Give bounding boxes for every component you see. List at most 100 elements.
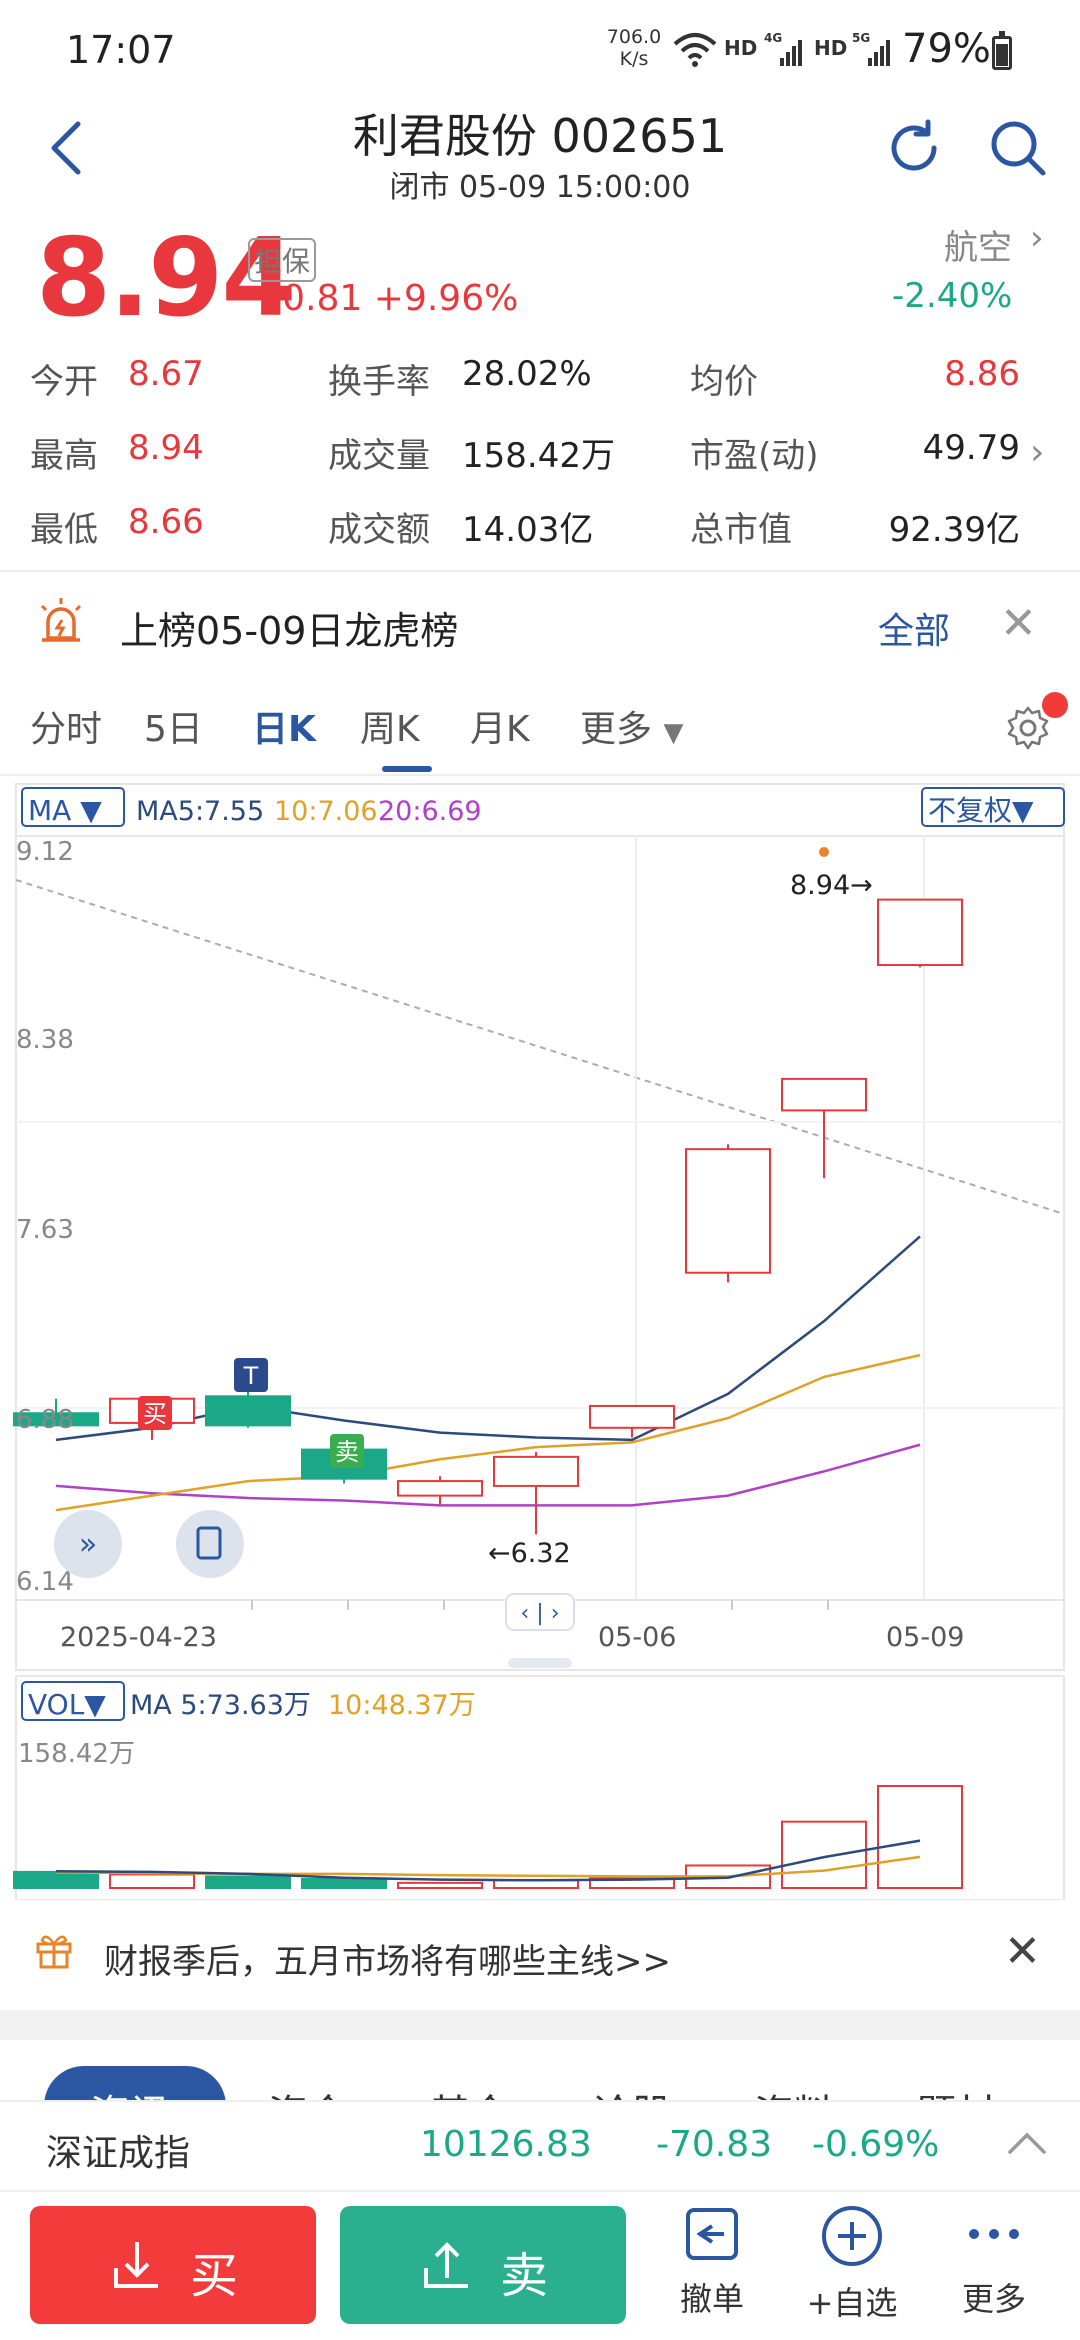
tab-weekly-k[interactable]: 周K [360,709,420,750]
add-watchlist-button[interactable]: +自选 [792,2204,912,2324]
t-tag: T [243,1362,259,1390]
volume-bar [205,1875,291,1889]
stat-value: 8.67 [128,354,204,394]
kline-chart[interactable]: MA ▼ MA5:7.55 10:7.06 20:6.69 不复权▼ 9.12 8.38 7.… [0,776,1080,1900]
ma10-line [55,1353,921,1512]
chevron-right-icon[interactable]: › [1030,218,1044,258]
promo-banner[interactable]: 财报季后，五月市场将有哪些主线>> [104,1942,671,1982]
rotate-icon [196,1526,222,1560]
x-tick-label: 05-06 [598,1622,676,1653]
cancel-order-button[interactable]: 撤单 [652,2204,772,2320]
y-tick-label: 9.12 [16,837,74,867]
hd-label-2: HD [814,36,848,60]
dragon-tiger-text[interactable]: 上榜05-09日龙虎榜 [120,609,459,653]
price-change-pct: +9.96% [373,278,519,319]
sell-arrow-icon [424,2242,468,2288]
ma5-line [55,1235,921,1442]
index-bar[interactable] [0,2100,1080,2190]
gift-icon [36,1935,72,1969]
market-status: 闭市 05-09 15:00:00 [389,170,691,205]
section-separator [0,2010,1080,2040]
tab-monthly-k[interactable]: 月K [470,709,530,750]
tab-daily-k[interactable]: 日K [252,709,316,750]
stat-value: 8.66 [128,502,204,542]
notification-dot [1042,692,1068,718]
marker-dot [819,847,829,857]
chart-tabs: 分时 5日 日K 周K 月K 更多 ▼ [0,676,1080,776]
chart-frame [15,783,1065,1671]
rotate-screen-button [176,1510,244,1578]
stat-value: 49.79 [922,428,1020,468]
svg-text:5G: 5G [852,31,870,45]
tab-minute[interactable]: 分时 [30,709,103,750]
battery-icon [992,31,1012,70]
price-change-value: +0.81 [252,278,363,319]
tab-more[interactable]: 更多 ▼ [580,700,683,752]
candle-body [877,898,963,967]
volume-bar [301,1877,387,1889]
divider [0,774,1080,776]
stat-label: 成交量 [328,436,430,476]
stat-value: 14.03亿 [462,510,594,550]
volume-bar [109,1873,195,1890]
x-tick-label: 05-09 [886,1622,964,1653]
close-icon[interactable]: ✕ [1000,598,1037,649]
signal-4g-icon: 4G [764,31,802,66]
candle-body [13,1412,99,1427]
signal-5g-icon: 5G [852,31,890,66]
ma5-label: MA5:7.55 [136,796,264,827]
status-bar: 17:07 706.0 K/s HD 4G HD 5G 79% [0,0,1080,100]
vol-max-label: 158.42万 [18,1739,135,1769]
index-name: 深证成指 [46,2133,191,2174]
plus-circle-icon [822,2206,882,2266]
expand-chart-button [54,1510,122,1578]
candle-body [205,1395,291,1427]
ma-selector [21,787,125,827]
volume-bar [589,1877,675,1890]
volume-bar [397,1881,483,1889]
guarantee-badge: 担保 [248,238,317,282]
volume-bar [13,1870,99,1890]
chevron-right-icon[interactable]: › [1030,432,1045,473]
volume-frame [15,1675,1065,1900]
buy-tag-bg [138,1396,172,1430]
chevron-up-icon[interactable] [1004,2120,1050,2166]
sector-change: -2.40% [892,276,1013,316]
stat-value: 8.86 [944,354,1020,394]
t-tag-bg [234,1358,268,1392]
stat-label: 总市值 [690,510,792,550]
scroll-handle [505,1593,575,1631]
back-icon[interactable] [44,118,90,178]
candle-body [589,1404,675,1429]
refresh-icon[interactable] [884,118,944,178]
close-icon[interactable]: ✕ [1004,1926,1041,1977]
vol-selector-label: VOL▼ [28,1688,106,1721]
page-title: 利君股份 002651 [352,109,728,163]
dragon-tiger-all-link[interactable]: 全部 [878,611,951,652]
x-tick-label: 2025-04-23 [60,1622,217,1653]
stat-value: 92.39亿 [888,510,1020,550]
sell-tag-bg [330,1434,364,1468]
active-tab-indicator [382,766,432,772]
gear-icon[interactable] [1004,704,1052,752]
vol-ma10-label: 10:48.37万 [328,1690,476,1721]
buy-button[interactable]: 买 [30,2206,316,2324]
network-speed-unit: K/s [619,48,649,70]
sell-button[interactable]: 卖 [340,2206,626,2324]
tab-5day[interactable]: 5日 [144,709,203,750]
network-speed: 706.0 K/s [604,26,664,70]
stat-label: 今开 [30,362,98,402]
grid-line-dashed [15,879,1065,1215]
volume-drag-handle [508,1658,572,1668]
vol-ma5-line [55,1839,921,1882]
scroll-handle-icon: ‹ | › [521,1601,560,1626]
sector-link[interactable]: 航空 [944,228,1012,268]
more-button[interactable]: 更多 [934,2204,1054,2320]
network-speed-value: 706.0 [606,26,662,48]
candle-body [781,1077,867,1112]
adjust-selector-label: 不复权▼ [928,794,1034,827]
search-icon[interactable] [988,118,1048,178]
y-tick-label: 6.14 [16,1567,74,1597]
stat-value: 158.42万 [462,436,615,476]
high-price-marker: 8.94→ [790,870,873,901]
